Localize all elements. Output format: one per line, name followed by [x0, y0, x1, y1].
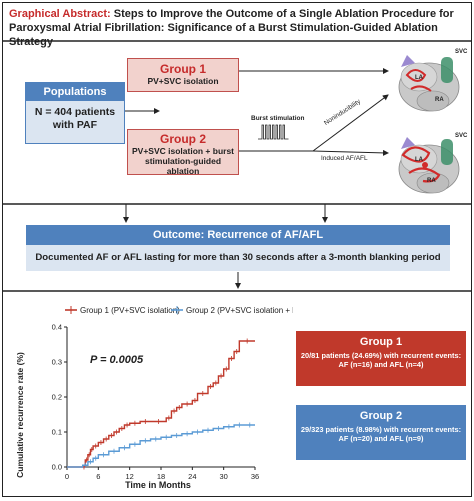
heart-illustration-group2 [398, 137, 460, 194]
ra-label-1: RA [435, 97, 444, 103]
legend-label-group1: Group 1 (PV+SVC isolation) [80, 306, 180, 315]
x-tick-label: 0 [65, 472, 69, 481]
svc-label-1: SVC [455, 49, 468, 55]
group2-box: Group 2 PV+SVC isolation + burst stimula… [127, 129, 239, 176]
svc-label-2: SVC [455, 133, 468, 139]
y-tick-label: 0.1 [52, 428, 62, 437]
populations-box: Populations N = 404 patients with PAF [25, 82, 125, 144]
x-tick-label: 30 [219, 472, 227, 481]
result-group1-title: Group 1 [359, 336, 403, 348]
induced-arrow [312, 149, 389, 156]
la-label-2: LA [415, 157, 423, 163]
title-block: Graphical Abstract: Steps to Improve the… [9, 7, 469, 49]
series-line-group2 [67, 424, 255, 468]
heart-illustration-group1 [398, 55, 460, 112]
chart-y-label: Cumulative recurrence rate (%) [15, 352, 25, 478]
result-group2-box: Group 2 29/323 patients (8.98%) with rec… [296, 405, 466, 460]
noninducibility-arrow [312, 94, 389, 152]
result-group2-text: 29/323 patients (8.98%) with recurrent e… [300, 425, 462, 443]
kaplan-meier-chart: Group 1 (PV+SVC isolation) Group 2 (PV+S… [15, 306, 293, 490]
legend-label-group2: Group 2 (PV+SVC isolation + burst stimul… [186, 306, 293, 315]
chart-ticks: 0 6 12 18 24 30 36 0.0 0.1 0.2 0.3 0.4 [52, 323, 260, 482]
result-group1-box: Group 1 20/81 patients (24.69%) with rec… [296, 331, 466, 386]
populations-title: Populations [26, 83, 124, 101]
la-label-1: LA [415, 75, 423, 81]
x-tick-label: 24 [188, 472, 196, 481]
x-tick-label: 18 [157, 472, 165, 481]
ra-label-2: RA [427, 178, 436, 184]
x-tick-label: 6 [96, 472, 100, 481]
title-label: Graphical Abstract: [9, 8, 111, 20]
title-text: Steps to Improve the Outcome of a Single… [9, 8, 454, 48]
group1-box: Group 1 PV+SVC isolation [127, 58, 239, 92]
y-tick-label: 0.0 [52, 463, 62, 472]
burst-pulse-icon [258, 124, 289, 140]
outcome-detail: Documented AF or AFL lasting for more th… [26, 245, 450, 271]
burst-stimulation-label: Burst stimulation [251, 115, 305, 122]
chart-curves [67, 338, 255, 470]
group2-subtitle: PV+SVC isolation + burst stimulation-gui… [131, 146, 235, 176]
y-tick-label: 0.3 [52, 358, 62, 367]
chart-x-label: Time in Months [125, 480, 191, 490]
x-tick-label: 12 [125, 472, 133, 481]
y-tick-label: 0.2 [52, 393, 62, 402]
group2-title: Group 2 [159, 132, 206, 146]
induced-label: Induced AF/AFL [321, 155, 368, 162]
graphical-abstract: Graphical Abstract: Steps to Improve the… [2, 2, 472, 497]
y-tick-label: 0.4 [52, 323, 62, 332]
result-group1-text: 20/81 patients (24.69%) with recurrent e… [300, 351, 462, 369]
p-value-label: P = 0.0005 [90, 354, 144, 366]
x-tick-label: 36 [251, 472, 259, 481]
group1-subtitle: PV+SVC isolation [147, 76, 219, 86]
result-group2-title: Group 2 [359, 410, 403, 422]
populations-text: N = 404 patients with PAF [34, 106, 116, 131]
chart-legend: Group 1 (PV+SVC isolation) Group 2 (PV+S… [65, 306, 293, 315]
connector-layer [3, 40, 471, 292]
outcome-title: Outcome: Recurrence of AF/AFL [26, 225, 450, 245]
group1-title: Group 1 [159, 62, 206, 76]
